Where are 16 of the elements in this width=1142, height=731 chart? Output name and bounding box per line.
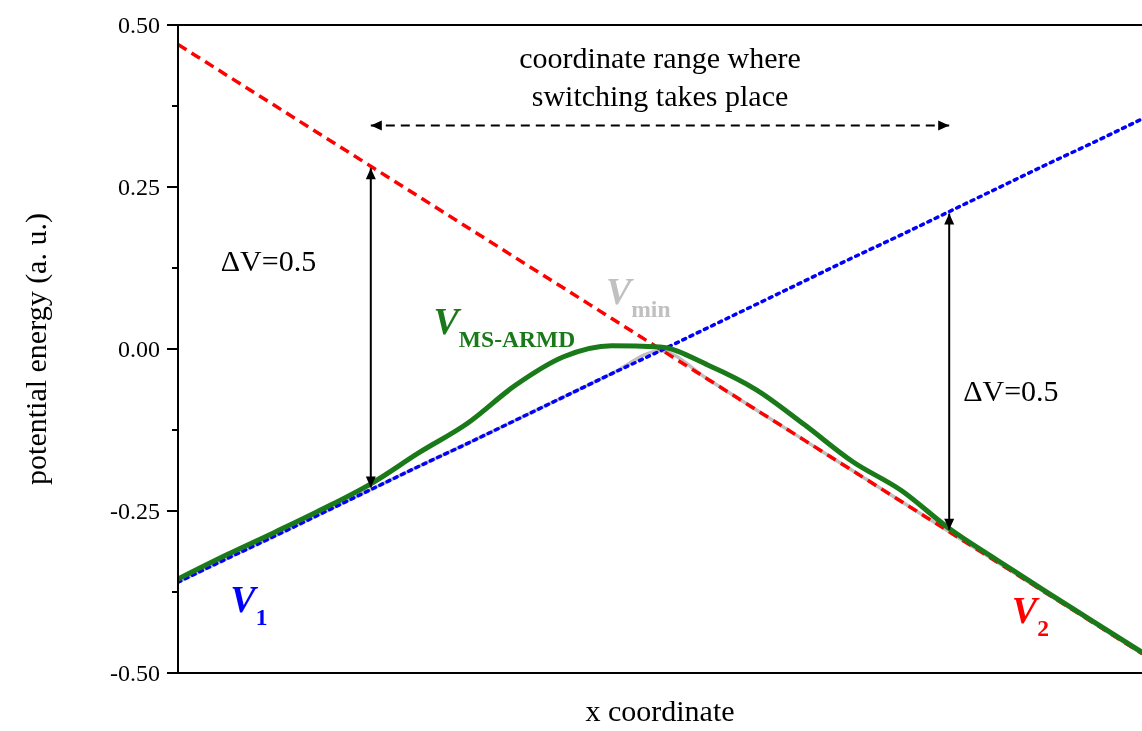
y-tick-label: 0.25: [118, 174, 160, 201]
y-axis-title: potential energy (a. u.): [19, 213, 53, 485]
annotation: ΔV=0.5: [963, 373, 1059, 407]
series-label: V$_{2}$: [1011, 589, 1049, 642]
annotation: coordinate range where switching takes place: [519, 41, 801, 112]
annotation: ΔV=0.5: [220, 244, 317, 278]
x-axis-title: x coordinate: [585, 694, 735, 727]
line-series: [178, 42, 1142, 656]
series-label: V$_{min}$: [605, 269, 671, 322]
series-label: V$_{MS-ARMD}$: [433, 299, 576, 352]
line-series: [178, 117, 1142, 585]
y-tick-label: 0.50: [118, 12, 160, 39]
y-tick-label: -0.25: [110, 498, 160, 525]
y-tick-label: -0.50: [110, 660, 160, 687]
y-tick-label: 0.00: [118, 336, 160, 363]
series-label: V$_{1}$: [230, 578, 268, 631]
